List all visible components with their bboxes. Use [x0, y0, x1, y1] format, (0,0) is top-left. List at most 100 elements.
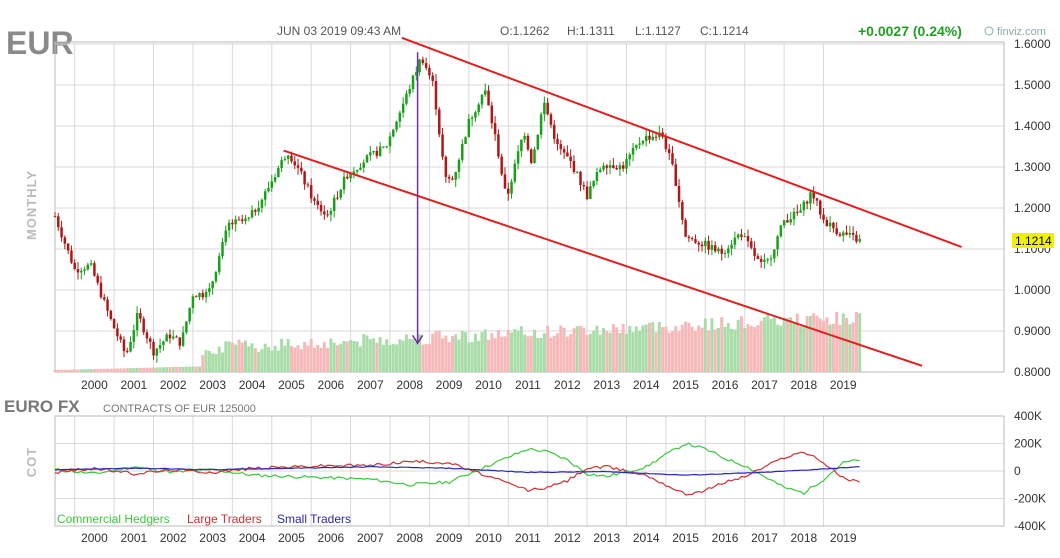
- candle-body: [621, 165, 625, 169]
- volume-bar: [467, 342, 471, 372]
- candle-body: [83, 269, 86, 271]
- volume-bar: [634, 326, 638, 372]
- candle-body: [582, 185, 586, 187]
- cot-tick-label: 0: [1014, 464, 1021, 478]
- price-year-label: 2004: [239, 378, 266, 392]
- candle-body: [339, 189, 342, 198]
- candle-body: [411, 75, 415, 90]
- candle-body: [378, 146, 382, 156]
- candle-body: [579, 171, 582, 186]
- volume-bar: [470, 342, 474, 372]
- candle-body: [447, 176, 451, 179]
- candle-body: [129, 341, 132, 352]
- price-year-label: 2006: [318, 378, 345, 392]
- candle-body: [526, 135, 530, 150]
- candle-body: [283, 158, 287, 160]
- volume-bar: [661, 327, 665, 372]
- price-axis: 1.60001.50001.40001.30001.20001.10001.00…: [1014, 37, 1051, 379]
- volume-bar: [503, 336, 507, 372]
- volume-bar: [76, 369, 80, 372]
- volume-bar: [644, 324, 648, 372]
- candle-body: [782, 220, 786, 226]
- candle-body: [717, 248, 720, 252]
- candle-body: [507, 188, 510, 194]
- volume-bar: [618, 333, 622, 372]
- volume-bar: [270, 350, 274, 372]
- volume-bar: [421, 344, 425, 372]
- volume-bar: [312, 347, 316, 372]
- candle-body: [168, 334, 172, 339]
- volume-bar: [776, 324, 780, 372]
- price-year-label: 2016: [712, 378, 739, 392]
- volume-bar: [473, 333, 477, 372]
- candle-body: [86, 264, 90, 270]
- cot-year-label: 2000: [81, 531, 108, 545]
- volume-bar: [687, 322, 691, 372]
- candle-body: [451, 178, 454, 180]
- volume-bar: [83, 369, 87, 372]
- volume-bar: [828, 324, 832, 372]
- volume-bar: [335, 345, 339, 372]
- candle-body: [773, 249, 776, 259]
- candle-body: [178, 337, 182, 346]
- candle-body: [539, 114, 543, 135]
- volume-bar: [211, 353, 215, 372]
- volume-bar: [641, 325, 645, 372]
- price-year-label: 2018: [790, 378, 817, 392]
- candle-body: [142, 318, 145, 333]
- volume-bar: [766, 314, 770, 372]
- volume-bar: [106, 368, 110, 372]
- volume-bar: [191, 366, 195, 372]
- candle-body: [759, 258, 763, 263]
- candle-body: [89, 263, 93, 265]
- volume-bar: [418, 334, 422, 372]
- candle-body: [362, 162, 365, 168]
- volume-bar: [648, 322, 651, 372]
- candle-body: [730, 244, 733, 249]
- candle-body: [185, 321, 188, 333]
- volume-bar: [631, 332, 635, 372]
- candle-body: [566, 152, 569, 157]
- candle-body: [152, 341, 155, 356]
- volume-bar: [588, 333, 592, 372]
- volume-bar: [680, 324, 684, 372]
- candle-body: [608, 165, 612, 168]
- candle-body: [145, 332, 149, 339]
- cot-year-label: 2019: [830, 531, 857, 545]
- volume-bar: [845, 317, 849, 372]
- candle-body: [191, 296, 195, 308]
- volume-bar: [168, 367, 172, 372]
- candle-body: [825, 219, 829, 227]
- candle-body: [309, 185, 313, 199]
- cot-year-label: 2007: [357, 531, 384, 545]
- volume-bar: [414, 342, 418, 372]
- price-year-label: 2008: [396, 378, 423, 392]
- volume-bar: [598, 334, 602, 372]
- quote-low: L:1.1127: [635, 24, 681, 38]
- cot-year-label: 2009: [436, 531, 463, 545]
- candle-body: [224, 230, 228, 242]
- price-year-label: 2014: [633, 378, 660, 392]
- candle-body: [96, 275, 99, 283]
- candle-body: [569, 156, 572, 161]
- cot-year-label: 2018: [790, 531, 817, 545]
- last-price-value: 1.1214: [1015, 234, 1052, 248]
- candle-body: [457, 159, 461, 172]
- candle-body: [385, 146, 388, 148]
- candle-body: [612, 165, 615, 168]
- candle-body: [326, 214, 329, 216]
- candle-body: [181, 332, 185, 346]
- candle-body: [313, 198, 316, 201]
- price-frame: [54, 41, 1005, 373]
- volume-bar: [161, 367, 165, 372]
- candle-body: [201, 293, 205, 298]
- candle-body: [704, 240, 707, 247]
- candle-body: [674, 164, 678, 187]
- volume-bar: [670, 331, 674, 372]
- candle-body: [398, 112, 402, 122]
- volume-bar: [362, 333, 366, 372]
- volume-bar: [145, 367, 149, 372]
- volume-bar: [490, 333, 494, 372]
- volume-bar: [349, 340, 353, 372]
- candle-body: [684, 219, 687, 237]
